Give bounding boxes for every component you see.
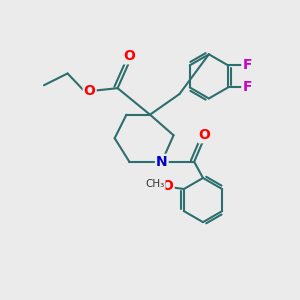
Text: O: O (162, 179, 174, 193)
Text: F: F (242, 58, 252, 72)
Text: O: O (84, 84, 96, 98)
Text: N: N (156, 155, 168, 169)
Text: CH₃: CH₃ (146, 179, 165, 189)
Text: O: O (124, 50, 135, 63)
Text: O: O (199, 128, 210, 142)
Text: F: F (242, 80, 252, 94)
